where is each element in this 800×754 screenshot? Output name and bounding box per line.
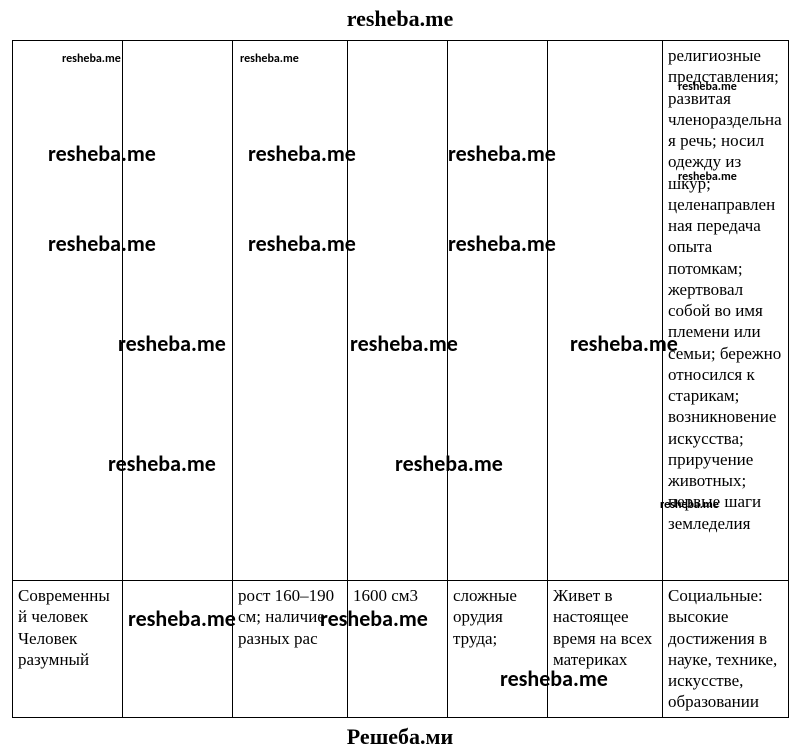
table-cell: [448, 41, 548, 581]
table-cell: Современный человек Человек разумный: [13, 581, 123, 718]
page-header: resheba.me: [0, 0, 800, 40]
table-cell: Живет в настоящее время на всех материка…: [548, 581, 663, 718]
table-cell: [548, 41, 663, 581]
table-cell: религиозные представления; развитая член…: [663, 41, 789, 581]
page-footer: Решеба.ми: [0, 718, 800, 754]
table-cell: [13, 41, 123, 581]
table-row: Современный человек Человек разумный рост…: [13, 581, 789, 718]
table-cell: сложные орудия труда;: [448, 581, 548, 718]
table-cell: [233, 41, 348, 581]
table-cell: [123, 581, 233, 718]
table-row: религиозные представления; развитая член…: [13, 41, 789, 581]
table-cell: [348, 41, 448, 581]
table-cell: 1600 см3: [348, 581, 448, 718]
table-cell: Социальные: высокие достижения в науке, …: [663, 581, 789, 718]
table-cell: [123, 41, 233, 581]
table-cell: рост 160–190 см; наличие разных рас: [233, 581, 348, 718]
content-table: религиозные представления; развитая член…: [12, 40, 789, 718]
